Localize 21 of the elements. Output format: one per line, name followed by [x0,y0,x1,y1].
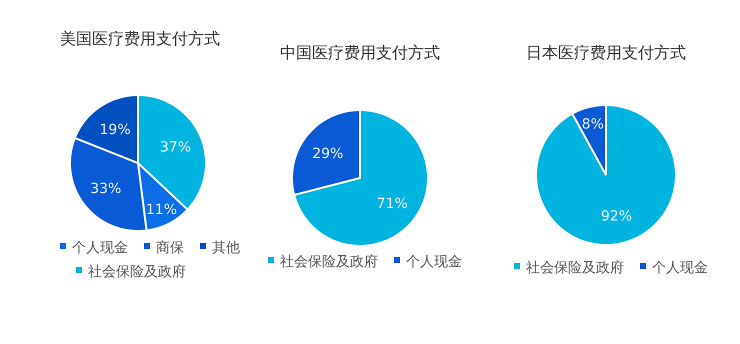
data-label: 29% [312,146,344,162]
chart-title: 美国医疗费用支付方式 [60,29,220,48]
pie-slice [293,109,429,247]
data-label: 33% [90,180,122,197]
data-label: 71% [376,196,408,212]
legend-label: 个人现金 [652,260,708,276]
legend-label: 社会保险及政府 [280,254,378,270]
data-label: 19% [100,122,131,138]
legend-label: 社会保险及政府 [88,264,186,280]
data-label: 37% [160,140,192,156]
legend-label: 社会保险及政府 [526,260,624,276]
pie-slice [535,104,677,246]
legend-label: 个人现金 [406,254,462,270]
data-label: 11% [146,202,178,218]
chart-title: 日本医疗费用支付方式 [526,43,686,62]
data-label: 92% [600,208,632,225]
legend-label: 商保 [156,240,184,256]
legend-label: 个人现金 [72,240,128,256]
data-label: 8% [582,116,604,132]
legend-label: 其他 [212,240,240,256]
chart-title: 中国医疗费用支付方式 [280,43,440,62]
